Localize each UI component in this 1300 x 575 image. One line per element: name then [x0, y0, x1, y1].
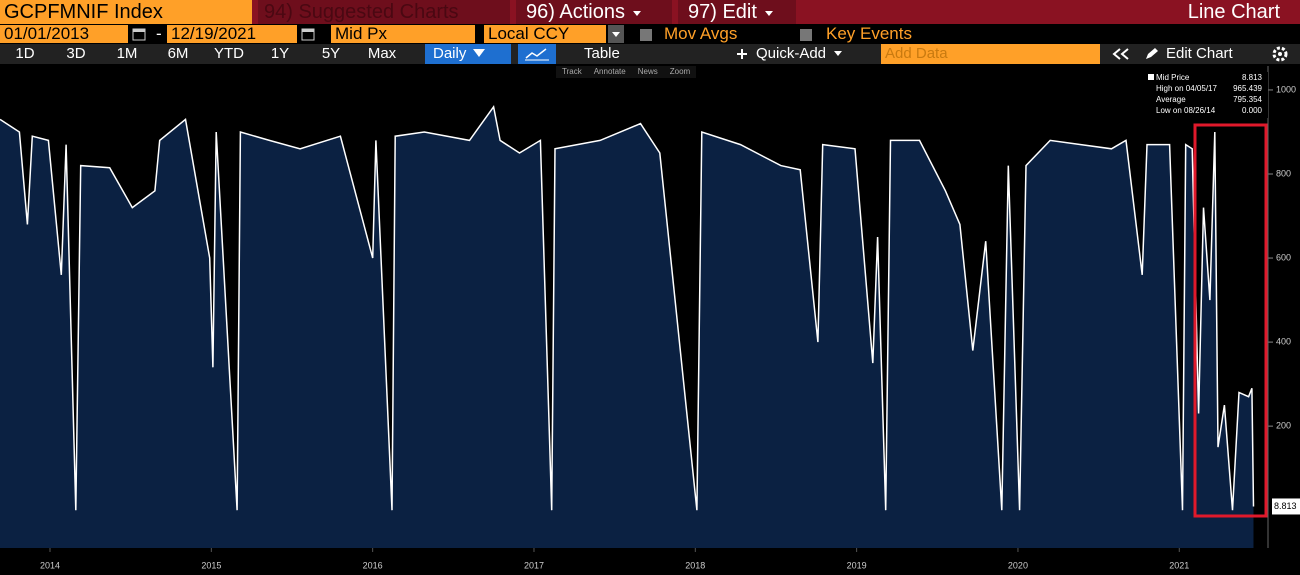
date-separator: -	[156, 24, 162, 43]
caret	[632, 11, 641, 16]
add-data-input[interactable]: Add Data	[881, 44, 1100, 64]
actions-label: 96) Actions	[526, 1, 625, 23]
x-tick-label: 2021	[1169, 560, 1189, 570]
caret	[764, 11, 773, 16]
period-button[interactable]: 3D	[66, 45, 86, 62]
last-value-box	[1272, 498, 1300, 515]
x-tick-label: 2015	[201, 560, 221, 570]
edit-menu[interactable]: 97) Edit	[678, 0, 796, 24]
stat-name: Average	[1156, 95, 1186, 104]
line-icon[interactable]	[518, 44, 556, 64]
frequency[interactable]: Daily	[425, 44, 511, 64]
highlight-box	[1193, 123, 1268, 518]
x-tick-label: 2020	[1008, 560, 1028, 570]
pencil-icon	[1146, 48, 1158, 59]
x-tick-label: 2016	[363, 560, 383, 570]
last-value-label: 8.813	[1274, 501, 1297, 511]
ticker[interactable]: GCPFMNIF Index	[0, 0, 252, 24]
stat-value: 0.000	[1242, 106, 1263, 115]
field-select[interactable]: Mid Px	[331, 25, 475, 43]
dropdown[interactable]	[608, 25, 624, 43]
key-events[interactable]: Key Events	[826, 24, 912, 43]
period-button[interactable]: 1D	[15, 45, 35, 62]
table-button[interactable]: Table	[584, 45, 620, 62]
period-button[interactable]: 6M	[167, 45, 189, 62]
end-date[interactable]: 12/19/2021	[167, 25, 297, 43]
x-tick-label: 2018	[685, 560, 705, 570]
stat-value: 795.354	[1233, 95, 1262, 104]
y-tick-label: 1000	[1276, 84, 1296, 94]
actions-menu[interactable]: 96) Actions	[516, 0, 672, 24]
y-tick-label: 800	[1276, 168, 1291, 178]
plus-icon	[737, 49, 747, 59]
calendar-icon[interactable]	[301, 27, 315, 41]
chart-tool[interactable]: News	[637, 67, 658, 76]
y-tick-label: 200	[1276, 421, 1291, 431]
chart-tool[interactable]: Zoom	[669, 67, 691, 76]
collapse-icon[interactable]	[1108, 44, 1134, 64]
caret	[473, 49, 486, 57]
calendar-icon[interactable]	[132, 27, 146, 41]
period-button[interactable]: 5Y	[321, 45, 341, 62]
mov-avgs[interactable]: Mov Avgs	[664, 24, 738, 43]
legend-swatch	[1148, 74, 1154, 80]
chart-tool[interactable]: Track	[562, 67, 582, 76]
caret	[834, 51, 843, 56]
period-button[interactable]: 1Y	[270, 45, 290, 62]
suggested-charts[interactable]: 94) Suggested Charts	[258, 0, 510, 24]
y-tick-label: 600	[1276, 252, 1291, 262]
legend-value: 8.813	[1242, 73, 1263, 82]
currency-select[interactable]: Local CCY	[484, 25, 606, 43]
area	[0, 106, 1254, 549]
chart-tool[interactable]: Annotate	[593, 67, 626, 76]
period-button[interactable]: 1M	[116, 45, 138, 62]
stat-name: Low on 08/26/14	[1156, 106, 1216, 115]
start-date[interactable]: 01/01/2013	[0, 25, 128, 43]
period-button[interactable]: Max	[367, 45, 397, 62]
frequency-label: Daily	[433, 45, 467, 62]
x-tick-label: 2014	[40, 560, 60, 570]
legend-background	[1138, 72, 1268, 118]
edit-label: 97) Edit	[688, 1, 757, 23]
period-buttons: 1D 3D 1M 6M YTD 1Y 5Y Max	[0, 44, 408, 64]
chart-type: Line Chart	[1187, 1, 1280, 23]
y-tick-label: 400	[1276, 336, 1291, 346]
legend: Mid Price 8.813 High on 04/05/17 965.439 Ave…	[1138, 72, 1268, 118]
period-button[interactable]: YTD	[214, 45, 244, 62]
legend-entry: Mid Price	[1156, 73, 1190, 82]
x-axis-band	[0, 548, 1300, 575]
x-tick-label: 2019	[847, 560, 867, 570]
quick-add[interactable]: Quick-Add	[756, 44, 846, 64]
settings-icon[interactable]	[1270, 45, 1290, 63]
x-tick-label: 2017	[524, 560, 544, 570]
stat-value: 965.439	[1233, 84, 1262, 93]
chart-tools: Track Annotate News Zoom	[556, 66, 697, 78]
checkbox[interactable]	[800, 29, 812, 41]
edit-chart[interactable]: Edit Chart	[1166, 45, 1233, 62]
quick-add-label: Quick-Add	[756, 45, 827, 62]
line	[0, 104, 1255, 511]
stat-name: High on 04/05/17	[1156, 84, 1217, 93]
checkbox[interactable]	[640, 29, 652, 41]
